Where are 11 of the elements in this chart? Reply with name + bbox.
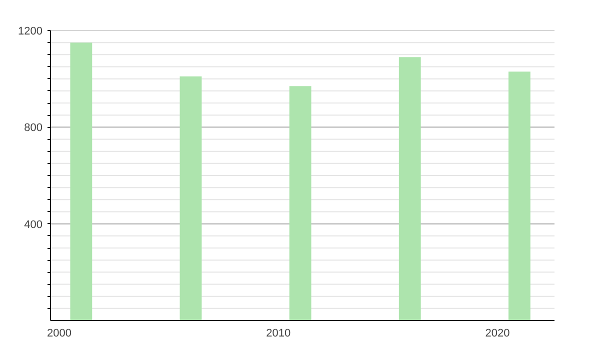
x-tick-label: 2020	[485, 328, 510, 340]
bar	[508, 72, 530, 320]
bar	[180, 76, 202, 320]
bar	[289, 86, 312, 320]
y-tick-label: 800	[24, 122, 43, 134]
x-tick-label: 2000	[47, 328, 72, 340]
y-tick-label: 1200	[18, 26, 43, 38]
bar	[70, 42, 92, 320]
bar	[398, 57, 421, 320]
x-tick-label: 2010	[266, 328, 291, 340]
y-tick-label: 400	[24, 218, 43, 231]
